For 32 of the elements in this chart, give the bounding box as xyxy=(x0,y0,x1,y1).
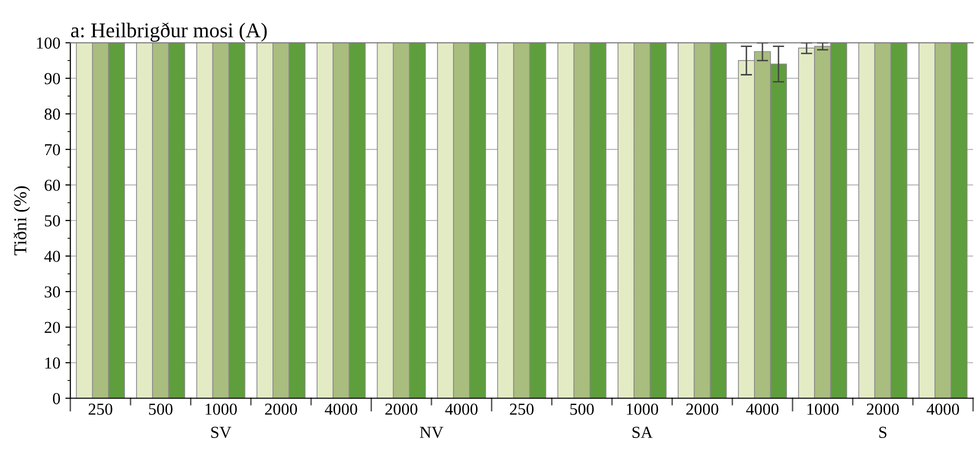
y-tick-label: 60 xyxy=(44,180,60,191)
x-tick-label: 250 xyxy=(510,404,534,415)
x-tick-label: 2000 xyxy=(385,404,418,415)
x-tick-label: 4000 xyxy=(445,404,478,415)
y-tick-label: 0 xyxy=(52,392,60,404)
y-tick-label: 100 xyxy=(37,37,60,49)
y-tick-label: 30 xyxy=(44,286,60,298)
text: S xyxy=(879,426,886,438)
text: SV xyxy=(211,426,232,438)
x-tick-label: 500 xyxy=(570,404,594,415)
y-tick-label: 20 xyxy=(44,322,60,334)
x-tick-label: 2000 xyxy=(866,404,899,415)
x-tick-label: 250 xyxy=(88,404,112,415)
y-tick-label: 70 xyxy=(45,144,60,156)
x-tick-label: 1000 xyxy=(626,404,658,415)
y-axis-title: Tiðni (%) xyxy=(13,186,30,256)
y-tick-label: 40 xyxy=(44,250,60,262)
y-tick-label: 10 xyxy=(45,357,60,369)
text: NV xyxy=(420,426,444,438)
x-tick-label: 500 xyxy=(149,404,172,415)
x-tick-label: 1000 xyxy=(807,404,839,415)
text: SA xyxy=(632,426,653,438)
x-tick-label: 2000 xyxy=(265,404,298,415)
x-tick-label: 4000 xyxy=(324,404,358,415)
chart-title: a: Heilbrigður mosi (A) xyxy=(71,22,267,42)
x-tick-label: 4000 xyxy=(746,404,778,415)
x-tick-label: 4000 xyxy=(926,404,960,415)
y-tick-label: 90 xyxy=(44,73,60,84)
y-tick-label: 50 xyxy=(44,215,60,226)
x-tick-label: 2000 xyxy=(686,404,718,415)
x-tick-label: 1000 xyxy=(206,404,237,415)
y-tick-label: 80 xyxy=(44,108,60,120)
